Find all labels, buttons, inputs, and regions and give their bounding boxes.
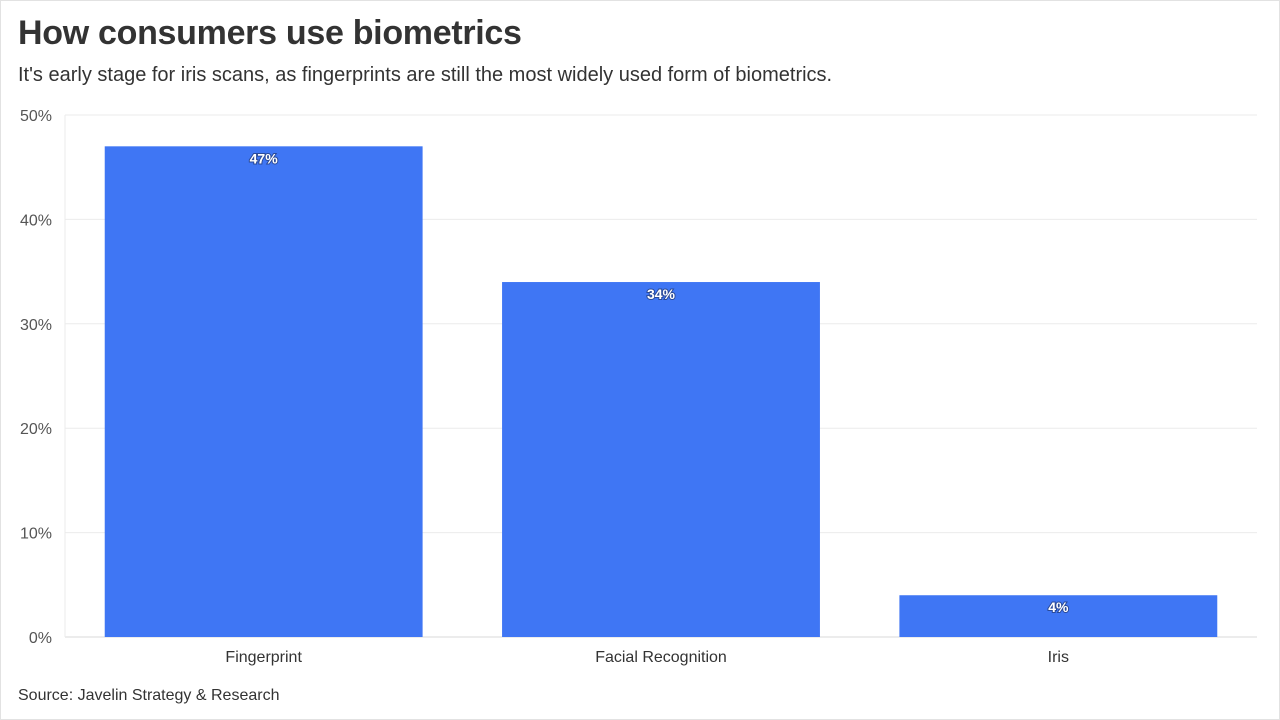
bars — [104, 146, 1218, 637]
data-label: 47% — [250, 150, 279, 166]
y-tick-label: 10% — [20, 526, 52, 543]
data-labels: 47% 34% 4% — [249, 149, 1070, 616]
y-axis-ticks: 0% 10% 20% 30% 40% 50% — [20, 108, 52, 647]
y-tick-label: 40% — [20, 212, 52, 229]
x-axis-ticks: Fingerprint Facial Recognition Iris — [225, 649, 1069, 666]
data-label: 34% — [647, 286, 676, 302]
chart-subtitle: It's early stage for iris scans, as fing… — [18, 64, 833, 86]
y-tick-label: 20% — [20, 421, 52, 438]
x-tick-label: Iris — [1048, 649, 1069, 666]
x-tick-label: Fingerprint — [225, 649, 302, 666]
x-tick-label: Facial Recognition — [595, 649, 727, 666]
bar — [104, 146, 423, 637]
y-tick-label: 0% — [29, 630, 52, 647]
y-tick-label: 30% — [20, 317, 52, 334]
source-note: Source: Javelin Strategy & Research — [18, 687, 280, 704]
data-label: 4% — [1048, 599, 1069, 615]
bar — [899, 595, 1218, 637]
chart-title: How consumers use biometrics — [18, 14, 522, 52]
y-tick-label: 50% — [20, 108, 52, 125]
bar — [502, 282, 820, 637]
